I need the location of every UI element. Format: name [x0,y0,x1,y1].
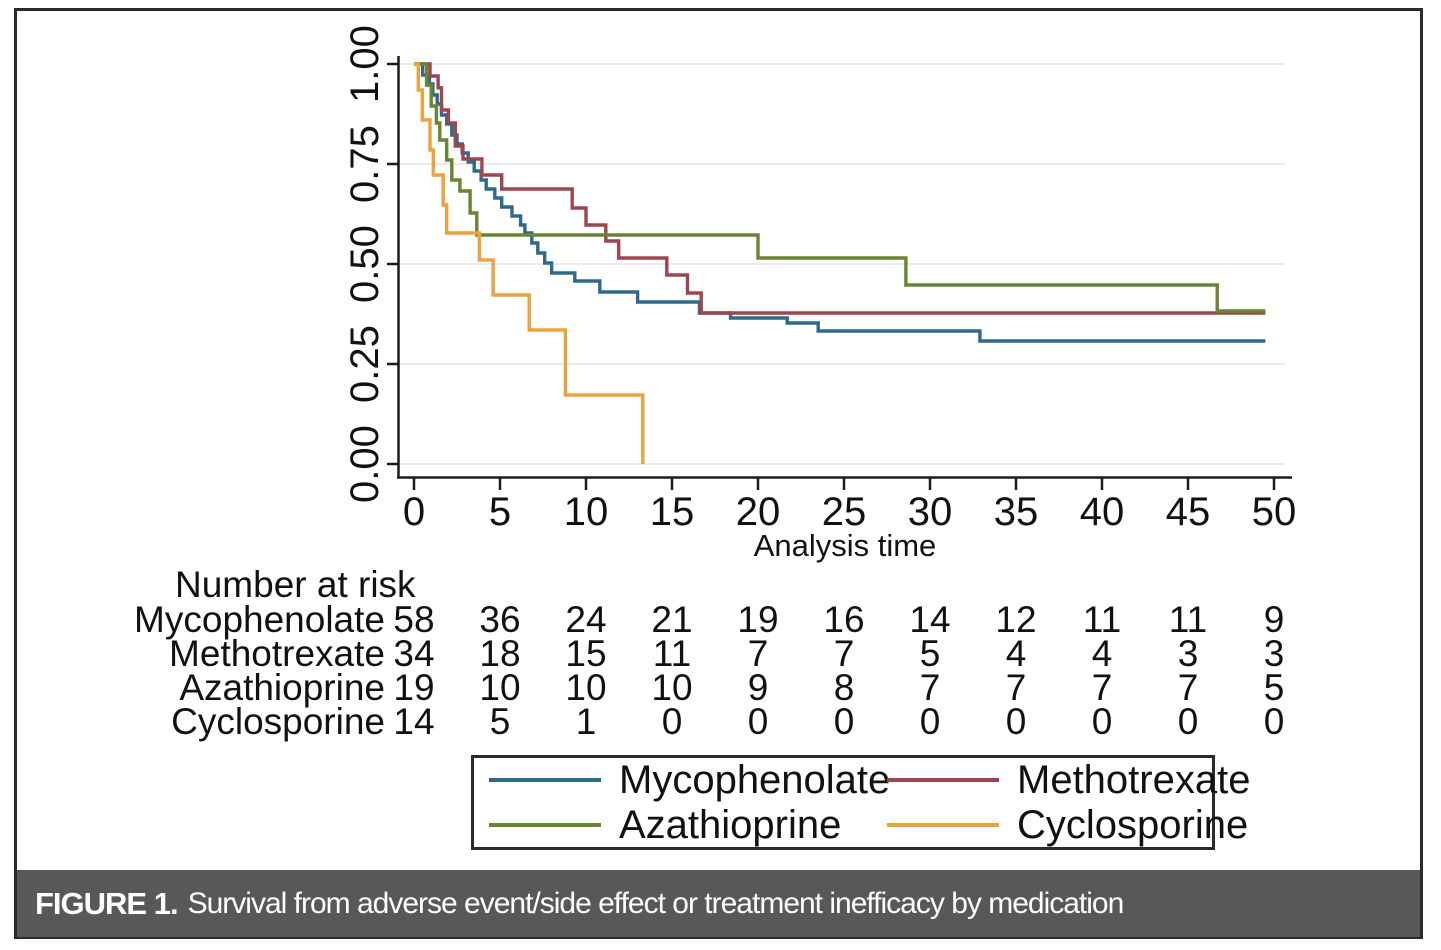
risk-count: 7 [747,633,769,674]
legend-label: Cyclosporine [1017,802,1249,847]
legend-item: Azathioprine [474,803,872,848]
risk-count: 8 [833,667,855,708]
risk-count: 19 [393,667,435,708]
risk-count: 5 [919,633,941,674]
x-tick-label: 35 [994,490,1039,534]
legend-item: Mycophenolate [474,758,890,803]
risk-count: 0 [919,701,941,742]
risk-count: 11 [1082,599,1122,640]
risk-count: 11 [1168,599,1208,640]
legend-label: Methotrexate [1017,758,1251,803]
risk-count: 9 [1263,599,1285,640]
risk-count: 14 [909,599,951,640]
curve-methotrexate [414,62,1266,315]
risk-count: 3 [1177,633,1199,674]
risk-count: 0 [1091,701,1113,742]
risk-row-label: Cyclosporine [171,701,385,742]
risk-count: 34 [393,633,435,674]
curve-mycophenolate [414,62,1266,343]
risk-count: 58 [393,599,435,640]
risk-count: 11 [652,633,692,674]
risk-row-label: Mycophenolate [134,599,385,640]
x-tick-label: 50 [1252,490,1297,534]
x-tick-label: 10 [564,490,609,534]
x-axis-title: Analysis time [754,528,937,563]
x-tick-label: 20 [736,490,781,534]
risk-count: 0 [1177,701,1199,742]
risk-count: 1 [575,701,597,742]
risk-count: 0 [747,701,769,742]
risk-table-title: Number at risk [175,564,416,605]
risk-count: 16 [823,599,865,640]
risk-count: 7 [1005,667,1027,708]
risk-count: 0 [661,701,683,742]
x-tick-label: 40 [1080,490,1125,534]
y-tick-label: 0.25 [343,325,387,403]
x-tick-label: 5 [489,490,511,534]
risk-count: 24 [565,599,607,640]
legend-label: Mycophenolate [619,758,891,803]
x-tick-label: 15 [650,490,695,534]
legend: Mycophenolate Methotrexate Azathioprine Cyc… [471,755,1250,850]
curve-azathioprine [414,62,1266,313]
risk-count: 0 [1263,701,1285,742]
caption-bar: FIGURE 1. Survival from adverse event/si… [17,870,1420,937]
risk-count: 4 [1091,633,1113,674]
risk-count: 18 [479,633,521,674]
risk-count: 0 [1005,701,1027,742]
y-tick-label: 1.00 [343,25,387,103]
risk-count: 10 [651,667,693,708]
x-tick-label: 25 [822,490,867,534]
x-tick-label: 0 [403,490,425,534]
risk-count: 5 [489,701,511,742]
risk-count: 15 [565,633,607,674]
risk-row-label: Methotrexate [169,633,385,674]
risk-count: 7 [833,633,855,674]
risk-count: 14 [393,701,435,742]
curve-cyclosporine [414,62,645,464]
risk-count: 36 [479,599,521,640]
risk-count: 7 [1177,667,1199,708]
risk-count: 4 [1005,633,1027,674]
risk-count: 3 [1263,633,1285,674]
legend-line-swatch [489,778,601,783]
risk-count: 0 [833,701,855,742]
risk-count: 5 [1263,667,1285,708]
legend-line-swatch [887,822,999,827]
y-tick-label: 0.75 [343,125,387,203]
caption-label: FIGURE 1. [35,885,179,921]
y-tick-label: 0.50 [343,225,387,303]
legend-item: Methotrexate [872,758,1250,803]
risk-count: 7 [1091,667,1113,708]
legend-line-swatch [887,778,999,783]
risk-count: 10 [479,667,521,708]
risk-count: 12 [995,599,1037,640]
legend-line-swatch [489,822,601,827]
x-tick-label: 30 [908,490,953,534]
x-tick-label: 45 [1166,490,1211,534]
risk-row-label: Azathioprine [179,667,385,708]
risk-count: 7 [919,667,941,708]
legend-label: Azathioprine [619,802,842,847]
legend-item: Cyclosporine [872,803,1250,848]
risk-count: 21 [651,599,693,640]
number-at-risk-table: Number at risk Mycophenolate 58 36 24 21 19 16… [134,564,1285,742]
risk-count: 19 [737,599,779,640]
risk-count: 10 [565,667,607,708]
risk-count: 9 [747,667,769,708]
y-tick-label: 0.00 [343,425,387,503]
caption-text: Survival from adverse event/side effect … [187,886,1125,920]
